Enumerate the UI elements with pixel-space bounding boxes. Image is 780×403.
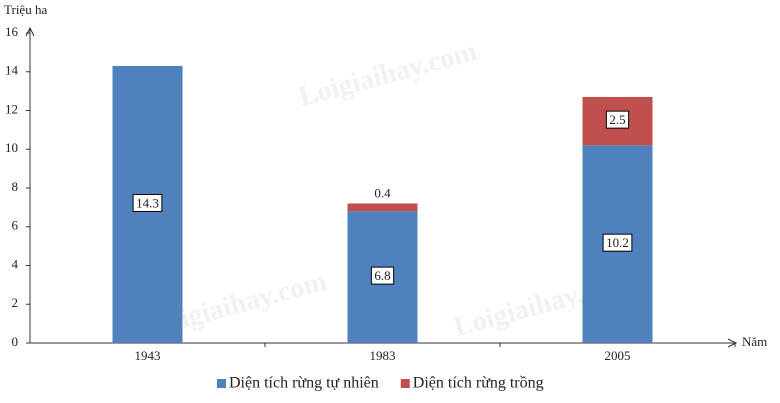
y-tick-label: 10: [5, 140, 18, 155]
y-tick-label: 16: [5, 24, 19, 39]
legend-label: Diện tích rừng tự nhiên: [229, 375, 379, 392]
data-label: 10.2: [606, 235, 629, 250]
data-label-box: [605, 110, 630, 129]
x-axis-label: Năm: [742, 334, 767, 349]
data-label: 2.5: [609, 112, 625, 127]
y-axis-label: Triệu ha: [4, 2, 47, 17]
y-tick-label: 14: [5, 63, 19, 78]
legend-swatch: [400, 379, 410, 388]
y-tick-label: 6: [12, 218, 19, 233]
x-tick-label: 1943: [135, 348, 161, 363]
legend-label: Diện tích rừng trồng: [413, 375, 544, 392]
y-tick-label: 2: [12, 295, 19, 310]
data-label-box: [132, 193, 163, 212]
data-label: 0.4: [374, 185, 391, 200]
legend-swatch: [217, 379, 226, 388]
y-tick-label: 8: [12, 179, 19, 194]
x-tick-label: 2005: [605, 348, 631, 363]
y-tick-label: 0: [12, 334, 19, 349]
watermark: Loigiaihay.com: [295, 36, 480, 113]
x-arrow: [727, 338, 738, 348]
y-tick-label: 12: [5, 101, 18, 116]
x-tick-label: 1983: [370, 348, 396, 363]
y-tick-label: 4: [12, 256, 19, 271]
data-label: 6.8: [374, 268, 390, 283]
bar-segment: [347, 203, 418, 212]
data-label-box: [602, 233, 633, 252]
data-label: 14.3: [136, 195, 159, 210]
data-label-box: [370, 266, 395, 285]
